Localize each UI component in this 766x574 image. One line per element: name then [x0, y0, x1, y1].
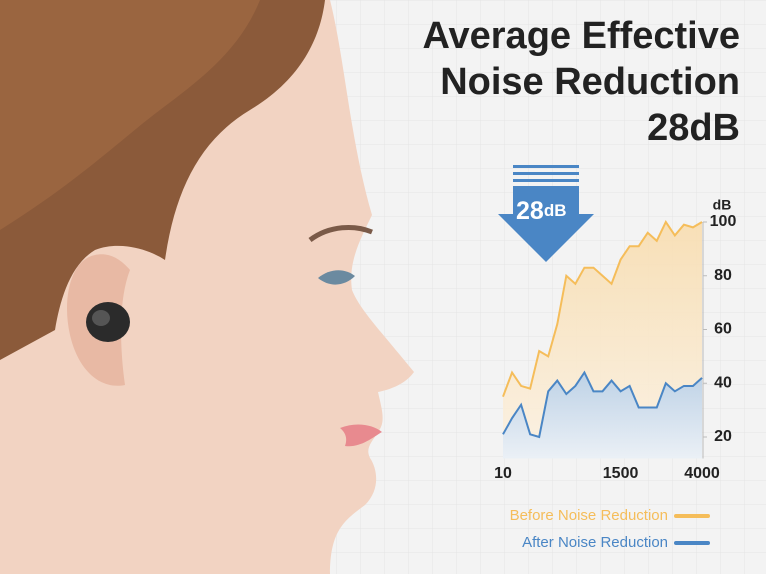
series-line: [502, 370, 703, 439]
arrow-stripe: [513, 179, 579, 182]
series-line: [502, 219, 703, 398]
title-line: Noise Reduction: [440, 61, 740, 103]
title-line: 28dB: [647, 107, 740, 149]
arrow-label: 28dB: [516, 197, 566, 225]
y-tick-label: 80: [714, 267, 732, 284]
earbud-detail: [92, 310, 110, 326]
x-tick-label: 4000: [684, 465, 720, 482]
arrow-body: [498, 186, 594, 262]
plot: 20 40 60 80 100 10 1500 4000 Before Noise Reduct…: [494, 213, 736, 551]
legend-label: Before Noise Reduction: [510, 507, 668, 524]
y-tick-label: 100: [710, 213, 737, 230]
eye: [318, 270, 355, 285]
arrow-stripe: [513, 165, 579, 168]
arrow-value: 28: [516, 197, 544, 225]
x-tick-label: 1500: [603, 465, 639, 482]
area-fill: [503, 372, 702, 459]
y-tick-label: 20: [714, 428, 732, 445]
arrow-unit: dB: [544, 201, 567, 220]
arrow: 28dB: [498, 165, 594, 262]
eyebrow: [308, 225, 373, 243]
hair-highlight: [0, 0, 260, 230]
legend-label: After Noise Reduction: [522, 534, 668, 551]
y-tick-label: 40: [714, 374, 732, 391]
x-tick-label: 10: [494, 465, 512, 482]
title-line: Average Effective: [422, 15, 740, 57]
photo: [0, 0, 414, 574]
y-axis-unit: dB: [713, 197, 732, 213]
arrow-stripe: [513, 172, 579, 175]
lips: [340, 424, 382, 447]
y-tick-label: 60: [714, 321, 732, 338]
